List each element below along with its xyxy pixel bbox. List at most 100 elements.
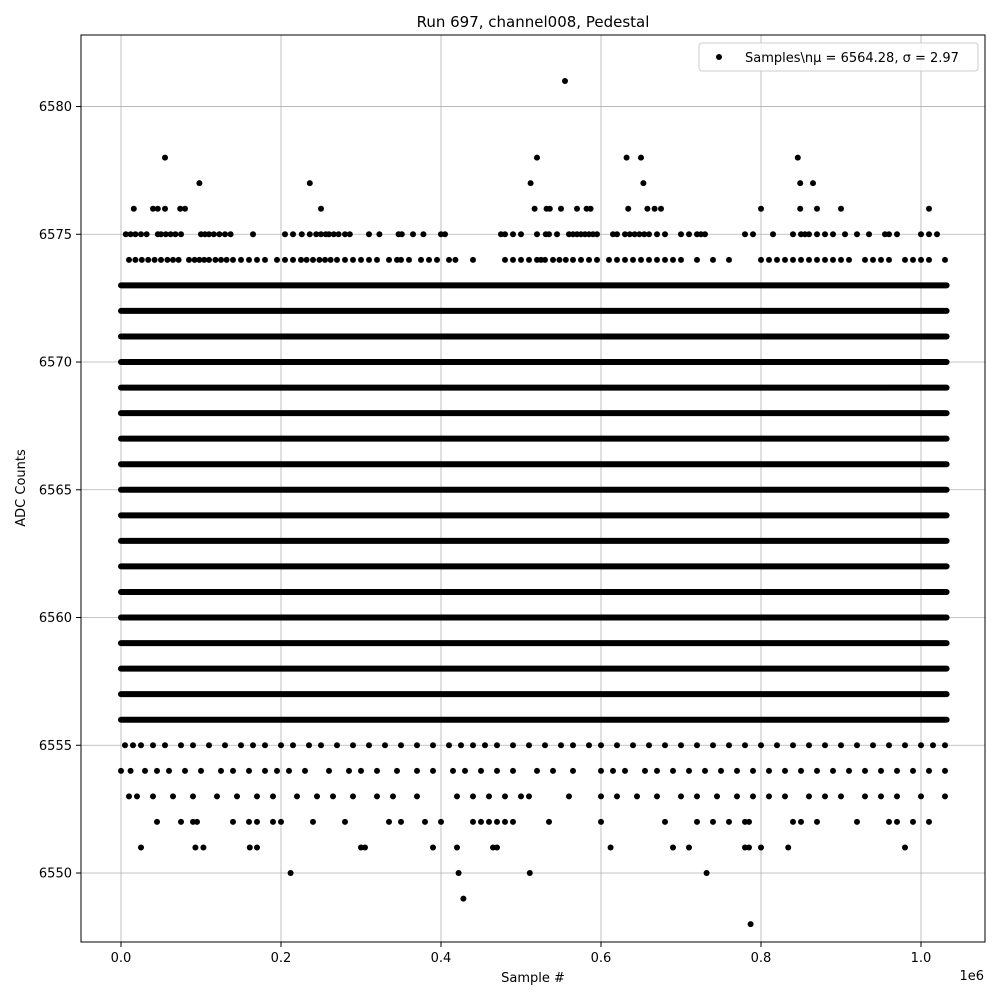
data-point-6553-4 xyxy=(190,793,196,800)
data-point-6554-8 xyxy=(230,767,236,774)
data-point-6554-17 xyxy=(374,767,380,774)
data-point-6553-15 xyxy=(414,793,420,800)
data-point-6574-77 xyxy=(782,256,788,263)
data-point-6553-25 xyxy=(634,793,640,800)
data-point-6552-13 xyxy=(422,818,428,825)
data-point-6575-87 xyxy=(926,231,932,238)
data-point-6555-38 xyxy=(662,742,668,749)
data-point-6575-13 xyxy=(206,231,212,238)
data-point-6575-7 xyxy=(162,231,169,238)
data-point-6551-3 xyxy=(246,844,253,851)
data-point-6553-38 xyxy=(878,793,884,800)
data-point-6574-89 xyxy=(886,256,892,263)
data-point-6554-45 xyxy=(846,767,852,774)
data-point-6574-85 xyxy=(846,256,852,263)
data-point-6575-26 xyxy=(326,231,332,238)
y-tick-label-1: 6555 xyxy=(39,739,72,754)
data-point-6578-3 xyxy=(638,154,644,161)
data-point-6555-56 xyxy=(942,742,948,749)
data-point-6575-29 xyxy=(342,231,348,238)
legend: Samples\nμ = 6564.28, σ = 2.97 xyxy=(698,42,979,72)
data-point-6575-63 xyxy=(654,231,660,238)
data-point-6555-12 xyxy=(278,742,284,749)
data-point-6552-3 xyxy=(194,818,200,825)
data-point-6553-29 xyxy=(714,793,720,800)
data-point-6575-84 xyxy=(886,231,892,238)
data-point-6574-83 xyxy=(830,256,836,263)
data-point-6553-2 xyxy=(150,793,156,800)
legend-marker xyxy=(716,54,722,60)
data-point-6552-6 xyxy=(254,818,260,825)
data-point-6555-36 xyxy=(630,742,636,749)
data-point-6575-77 xyxy=(814,231,820,238)
data-point-6552-23 xyxy=(662,818,668,825)
data-point-6574-5 xyxy=(158,256,164,263)
data-point-6554-7 xyxy=(218,767,224,774)
data-point-6576-20 xyxy=(814,205,820,212)
data-point-6574-26 xyxy=(303,256,310,263)
data-point-6552-14 xyxy=(438,818,444,825)
data-point-6551-8 xyxy=(454,844,460,851)
data-point-6553-26 xyxy=(654,793,660,800)
data-point-6575-79 xyxy=(830,231,836,238)
data-point-6574-88 xyxy=(878,256,884,263)
data-point-6574-40 xyxy=(406,256,412,263)
data-point-6554-11 xyxy=(274,767,280,774)
data-point-6574-57 xyxy=(570,256,576,263)
data-point-6574-84 xyxy=(838,256,844,263)
data-point-6551-0 xyxy=(138,844,144,851)
data-point-6554-38 xyxy=(734,767,740,774)
data-point-6555-7 xyxy=(206,742,212,749)
data-point-6552-8 xyxy=(278,818,284,825)
data-point-6575-72 xyxy=(770,231,776,238)
data-point-6552-1 xyxy=(178,818,184,825)
data-point-6574-87 xyxy=(870,256,876,263)
data-point-6576-16 xyxy=(651,205,658,212)
data-point-6576-3 xyxy=(162,205,168,212)
data-point-6574-6 xyxy=(164,256,171,263)
data-point-6555-5 xyxy=(178,742,184,749)
data-point-6551-7 xyxy=(430,844,436,851)
data-point-6574-78 xyxy=(790,256,796,263)
data-point-6553-37 xyxy=(862,793,868,800)
data-point-6575-22 xyxy=(306,231,313,238)
data-point-6555-9 xyxy=(238,742,244,749)
data-point-6554-13 xyxy=(302,767,308,774)
data-point-6555-8 xyxy=(222,742,228,749)
data-point-6554-27 xyxy=(550,767,556,774)
data-point-6575-88 xyxy=(934,231,940,238)
data-point-6549-0 xyxy=(460,895,467,902)
y-tick-label-2: 6560 xyxy=(39,611,72,626)
data-point-6553-0 xyxy=(126,793,132,800)
data-point-6574-45 xyxy=(452,256,459,263)
data-point-6555-15 xyxy=(318,742,324,749)
data-point-6576-7 xyxy=(531,205,538,212)
data-point-6576-4 xyxy=(177,205,184,212)
data-point-6575-82 xyxy=(866,231,872,238)
y-axis-ticks: 6550 6555 6560 6565 6570 6575 6580 xyxy=(39,100,81,882)
data-point-6575-21 xyxy=(298,231,305,238)
data-point-6554-6 xyxy=(198,767,204,774)
data-point-6575-38 xyxy=(442,231,448,238)
data-point-6554-33 xyxy=(654,767,660,774)
data-point-6552-26 xyxy=(726,818,732,825)
data-point-6555-34 xyxy=(598,742,604,749)
data-point-6552-35 xyxy=(910,818,916,825)
data-point-6551-12 xyxy=(670,844,676,851)
data-point-6555-0 xyxy=(122,742,128,749)
data-point-6575-46 xyxy=(554,231,560,238)
data-point-6574-30 xyxy=(327,256,334,263)
data-point-6574-73 xyxy=(726,256,732,263)
data-point-6574-74 xyxy=(758,256,764,263)
data-point-6553-9 xyxy=(294,793,300,800)
data-point-6576-13 xyxy=(587,205,594,212)
data-point-6574-54 xyxy=(550,256,556,263)
data-point-6574-58 xyxy=(578,256,584,263)
legend-box xyxy=(698,42,979,72)
data-point-6575-23 xyxy=(313,231,320,238)
data-point-6576-9 xyxy=(546,205,553,212)
data-point-6555-37 xyxy=(646,742,652,749)
y-axis-label: ADC Counts xyxy=(14,449,29,527)
legend-label: Samples\nμ = 6564.28, σ = 2.97 xyxy=(745,51,959,66)
data-point-6575-70 xyxy=(742,231,748,238)
